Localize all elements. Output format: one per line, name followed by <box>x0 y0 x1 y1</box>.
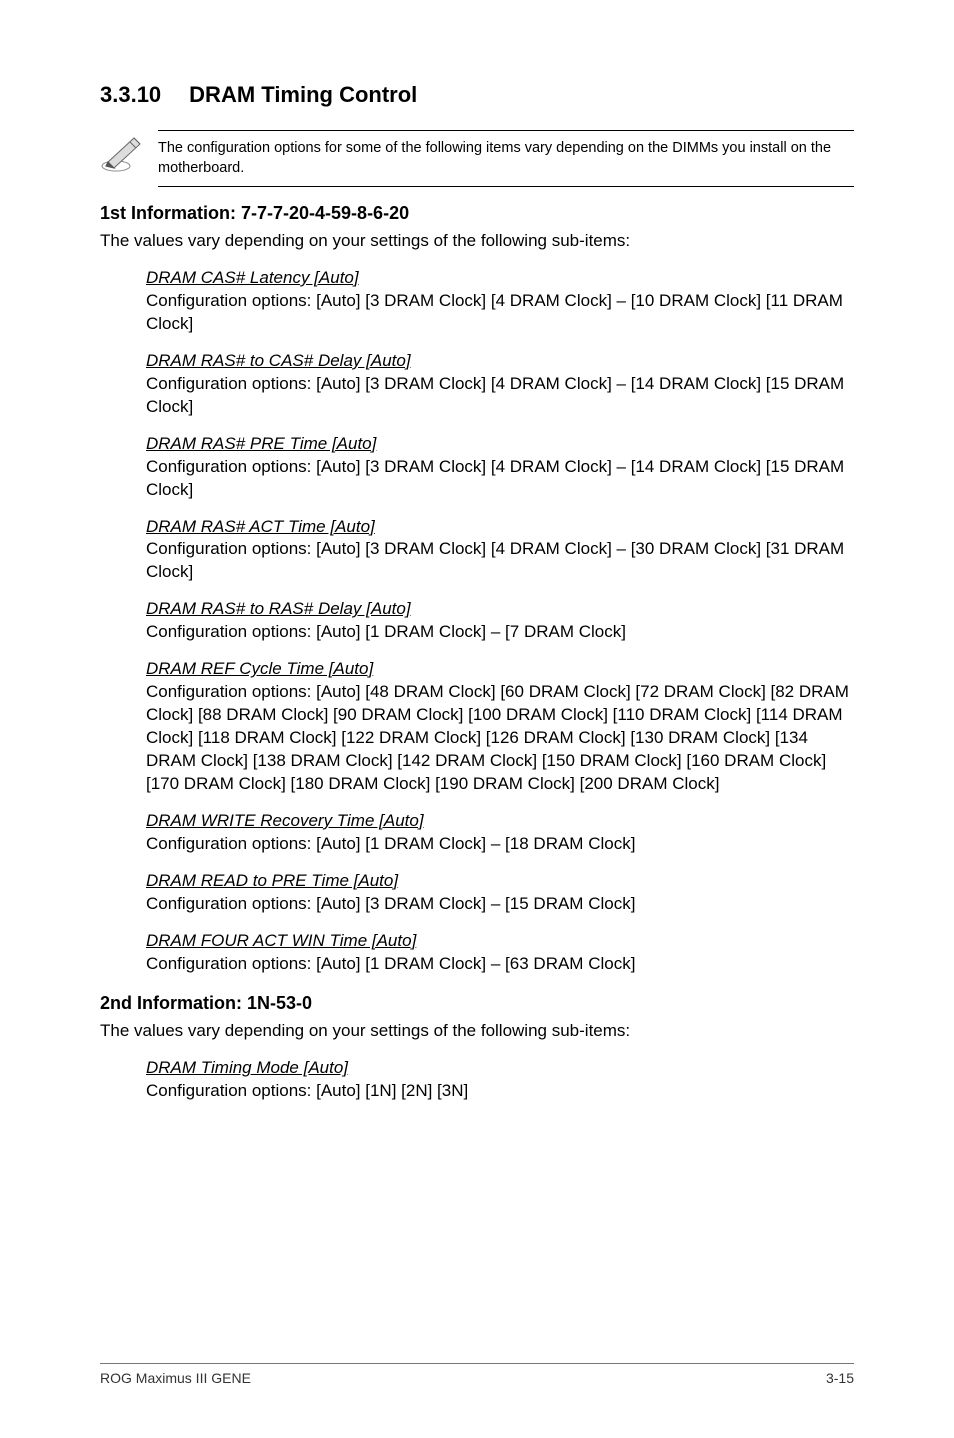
item-block: DRAM FOUR ACT WIN Time [Auto] Configurat… <box>146 930 854 976</box>
item-block: DRAM WRITE Recovery Time [Auto] Configur… <box>146 810 854 856</box>
item-body: Configuration options: [Auto] [1 DRAM Cl… <box>146 833 854 856</box>
item-block: DRAM Timing Mode [Auto] Configuration op… <box>146 1057 854 1103</box>
item-block: DRAM RAS# to CAS# Delay [Auto] Configura… <box>146 350 854 419</box>
item-block: DRAM RAS# to RAS# Delay [Auto] Configura… <box>146 598 854 644</box>
item-title: DRAM WRITE Recovery Time [Auto] <box>146 810 854 833</box>
item-block: DRAM READ to PRE Time [Auto] Configurati… <box>146 870 854 916</box>
section-heading: 3.3.10 DRAM Timing Control <box>100 82 854 108</box>
item-body: Configuration options: [Auto] [1 DRAM Cl… <box>146 953 854 976</box>
pencil-icon <box>100 130 158 177</box>
item-title: DRAM Timing Mode [Auto] <box>146 1057 854 1080</box>
info1-intro: The values vary depending on your settin… <box>100 230 854 253</box>
item-block: DRAM RAS# PRE Time [Auto] Configuration … <box>146 433 854 502</box>
item-body: Configuration options: [Auto] [3 DRAM Cl… <box>146 373 854 419</box>
item-title: DRAM CAS# Latency [Auto] <box>146 267 854 290</box>
item-body: Configuration options: [Auto] [3 DRAM Cl… <box>146 456 854 502</box>
note-block: The configuration options for some of th… <box>100 130 854 187</box>
info2-intro: The values vary depending on your settin… <box>100 1020 854 1043</box>
item-title: DRAM FOUR ACT WIN Time [Auto] <box>146 930 854 953</box>
info1-heading: 1st Information: 7-7-7-20-4-59-8-6-20 <box>100 203 854 224</box>
item-title: DRAM RAS# ACT Time [Auto] <box>146 516 854 539</box>
item-body: Configuration options: [Auto] [3 DRAM Cl… <box>146 290 854 336</box>
item-title: DRAM RAS# to CAS# Delay [Auto] <box>146 350 854 373</box>
footer-right: 3-15 <box>826 1370 854 1386</box>
item-title: DRAM REF Cycle Time [Auto] <box>146 658 854 681</box>
item-block: DRAM REF Cycle Time [Auto] Configuration… <box>146 658 854 796</box>
item-body: Configuration options: [Auto] [1N] [2N] … <box>146 1080 854 1103</box>
item-title: DRAM READ to PRE Time [Auto] <box>146 870 854 893</box>
item-body: Configuration options: [Auto] [48 DRAM C… <box>146 681 854 796</box>
section-number: 3.3.10 <box>100 82 161 108</box>
section-title: DRAM Timing Control <box>189 82 417 107</box>
footer-left: ROG Maximus III GENE <box>100 1370 251 1386</box>
item-block: DRAM RAS# ACT Time [Auto] Configuration … <box>146 516 854 585</box>
item-body: Configuration options: [Auto] [3 DRAM Cl… <box>146 538 854 584</box>
item-block: DRAM CAS# Latency [Auto] Configuration o… <box>146 267 854 336</box>
item-title: DRAM RAS# PRE Time [Auto] <box>146 433 854 456</box>
note-text: The configuration options for some of th… <box>158 130 854 187</box>
page-footer: ROG Maximus III GENE 3-15 <box>100 1363 854 1386</box>
info2-heading: 2nd Information: 1N-53-0 <box>100 993 854 1014</box>
item-body: Configuration options: [Auto] [1 DRAM Cl… <box>146 621 854 644</box>
item-title: DRAM RAS# to RAS# Delay [Auto] <box>146 598 854 621</box>
item-body: Configuration options: [Auto] [3 DRAM Cl… <box>146 893 854 916</box>
